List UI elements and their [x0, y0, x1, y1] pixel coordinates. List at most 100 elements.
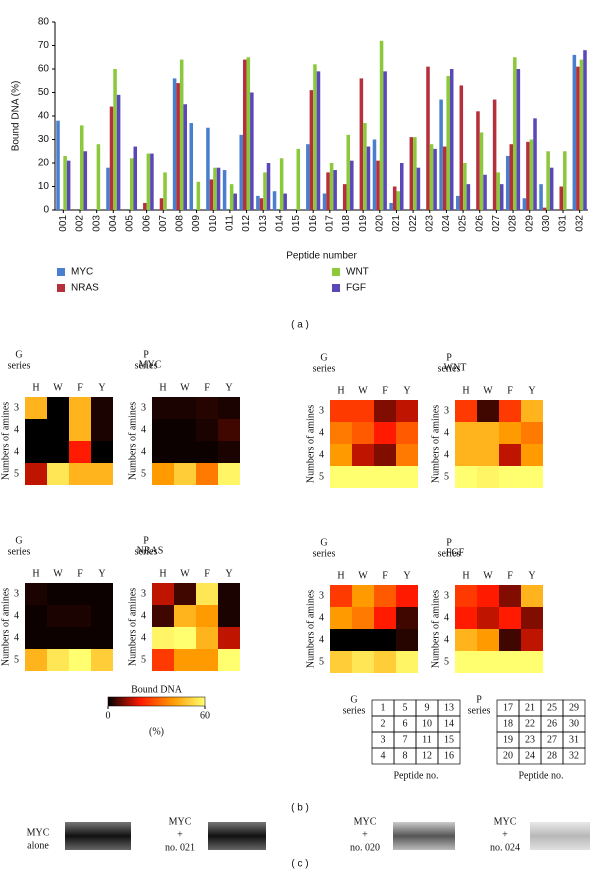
bar — [113, 69, 117, 210]
x-tick-label: 023 — [424, 215, 435, 232]
bar — [342, 184, 347, 210]
bar — [250, 92, 254, 210]
row-label: 4 — [14, 424, 19, 435]
bar — [516, 69, 521, 210]
heatmap-cell — [477, 422, 499, 444]
heatmap-cell — [47, 463, 69, 485]
column-label: F — [507, 570, 513, 581]
heatmap-cell — [477, 466, 499, 488]
table-cell-text: 13 — [444, 702, 454, 713]
heatmap-cell — [174, 397, 196, 419]
bar — [446, 76, 450, 210]
heatmap-title: FGF — [446, 547, 465, 558]
heatmap-cell — [455, 629, 477, 651]
x-tick-label: 021 — [391, 215, 402, 232]
bar — [243, 59, 247, 210]
table-cell-text: 2 — [381, 718, 386, 729]
row-label: 4 — [14, 632, 19, 643]
heatmap-cell — [47, 605, 69, 627]
bar — [466, 184, 471, 210]
heatmap-cell — [521, 585, 543, 607]
colorbar-tick-label: 0 — [106, 710, 111, 721]
bar — [363, 123, 367, 210]
bar — [96, 144, 101, 210]
table-cell-text: 9 — [425, 702, 430, 713]
bar — [542, 207, 547, 210]
table-cell-text: 21 — [525, 702, 535, 713]
bar — [459, 85, 464, 210]
bar — [439, 99, 443, 210]
bar — [213, 167, 217, 210]
row-label: 3 — [319, 405, 324, 416]
heatmap-cell — [218, 583, 240, 605]
bar — [579, 59, 584, 210]
heatmap-cell — [69, 605, 91, 627]
heatmap-cell — [174, 649, 196, 671]
x-tick-label: 017 — [324, 215, 335, 232]
heatmap-cell — [152, 605, 174, 627]
table-cell-text: 8 — [403, 750, 408, 761]
heatmap-cell — [47, 397, 69, 419]
heatmap-cell — [174, 463, 196, 485]
bar — [333, 170, 337, 210]
heatmap-cell — [499, 651, 521, 673]
x-tick-label: 003 — [91, 215, 102, 232]
row-label: 4 — [14, 610, 19, 621]
heatmap-cell — [47, 441, 69, 463]
bar — [496, 172, 500, 210]
row-label: 4 — [444, 427, 449, 438]
x-axis-label: Peptide number — [286, 251, 357, 262]
bar — [209, 179, 214, 210]
row-label: 5 — [319, 656, 324, 667]
heatmap-cell — [352, 629, 374, 651]
heatmap-cell — [352, 607, 374, 629]
y-axis-label: Numbers of amines — [430, 590, 441, 668]
heatmap-cell — [374, 585, 396, 607]
bar — [379, 40, 384, 210]
heatmap-cell — [152, 419, 174, 441]
series-label: G — [320, 537, 327, 548]
heatmap-cell — [218, 605, 240, 627]
legend-label: WNT — [346, 267, 369, 278]
heatmap-cell — [455, 466, 477, 488]
row-label: 3 — [444, 590, 449, 601]
heatmap-cell — [69, 397, 91, 419]
bar — [463, 163, 467, 210]
table-caption: Peptide no. — [519, 770, 564, 781]
colorbar — [107, 696, 206, 707]
gel-image — [530, 822, 590, 850]
heatmap-cell — [330, 651, 352, 673]
table-cell-text: 7 — [403, 734, 408, 745]
series-label: G — [15, 535, 22, 546]
panel-label: ( b ) — [291, 803, 309, 814]
column-label: F — [77, 382, 83, 393]
bar — [455, 195, 460, 210]
bar — [322, 193, 327, 210]
column-label: H — [337, 570, 344, 581]
row-label: 4 — [319, 634, 324, 645]
heatmap-cell — [455, 422, 477, 444]
series-label: series — [135, 360, 158, 371]
heatmap-cell — [396, 629, 418, 651]
column-label: W — [483, 570, 493, 581]
table-cell-text: 14 — [444, 718, 454, 729]
heatmap-cell — [196, 397, 218, 419]
heatmap-cell — [396, 422, 418, 444]
heatmap-cell — [47, 419, 69, 441]
panel-label: ( a ) — [291, 320, 309, 331]
gel-label: MYC — [354, 816, 377, 827]
x-tick-label: 030 — [541, 215, 552, 232]
heatmap-cell — [91, 441, 113, 463]
heatmap-cell — [396, 607, 418, 629]
heatmap-cell — [455, 651, 477, 673]
heatmap-cell — [196, 419, 218, 441]
heatmap-cell — [152, 583, 174, 605]
table-cell — [437, 747, 461, 765]
series-label: series — [135, 546, 158, 557]
column-label: F — [204, 382, 210, 393]
table-cell-text: 23 — [525, 734, 535, 745]
series-label: P — [143, 349, 149, 360]
bar — [216, 167, 221, 210]
row-label: 3 — [444, 405, 449, 416]
series-label: P — [143, 535, 149, 546]
